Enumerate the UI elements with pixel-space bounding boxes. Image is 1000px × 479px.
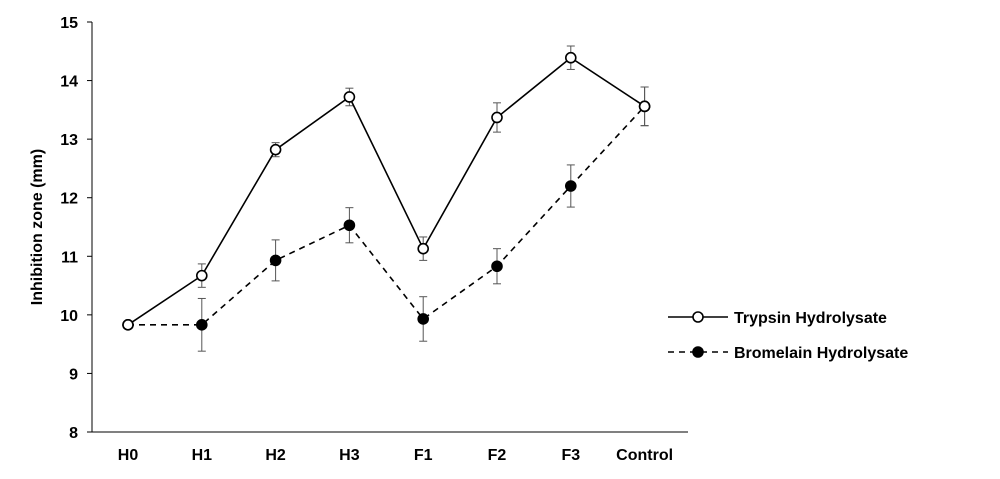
x-tick-label: F2 <box>488 447 507 464</box>
y-tick-label: 9 <box>69 366 78 383</box>
x-axis-ticks: H0 H1 H2 H3 F1 F2 F3 Control <box>118 447 673 464</box>
x-tick-label: F1 <box>414 447 433 464</box>
data-point <box>343 91 356 103</box>
chart-axes <box>91 22 688 433</box>
legend-marker <box>692 346 704 358</box>
y-tick-label: 15 <box>60 15 78 32</box>
y-tick-label: 8 <box>69 425 78 442</box>
x-tick-label: F3 <box>561 447 580 464</box>
series-line <box>127 56 646 326</box>
legend: Trypsin Hydrolysate Bromelain Hydrolysate <box>668 310 908 362</box>
data-point <box>196 269 208 282</box>
data-point <box>343 219 356 232</box>
x-tick-label: H0 <box>118 447 139 464</box>
x-tick-label: Control <box>616 447 673 464</box>
y-tick-label: 11 <box>61 249 78 266</box>
y-axis-title: Inhibition zone (mm) <box>29 149 46 305</box>
legend-item: Bromelain Hydrolysate <box>668 345 908 362</box>
y-tick-label: 14 <box>60 74 78 91</box>
data-point <box>564 51 577 64</box>
y-tick-label: 13 <box>60 132 78 149</box>
series-2 <box>122 86 651 352</box>
data-point <box>196 319 208 331</box>
x-tick-label: H3 <box>339 447 360 464</box>
series-1 <box>122 45 651 331</box>
legend-label: Bromelain Hydrolysate <box>734 345 908 362</box>
data-point <box>269 143 282 156</box>
data-point <box>491 260 503 273</box>
data-point <box>122 319 134 331</box>
x-tick-label: H2 <box>265 447 286 464</box>
y-axis-ticks: 8 9 10 11 12 13 14 15 <box>60 15 92 442</box>
y-tick-label: 12 <box>60 191 78 208</box>
data-point <box>417 313 430 325</box>
data-point <box>564 180 577 192</box>
legend-item: Trypsin Hydrolysate <box>668 310 887 327</box>
x-tick-label: H1 <box>192 447 213 464</box>
data-point <box>491 111 503 124</box>
data-point <box>638 100 651 113</box>
plot-area <box>122 45 651 352</box>
legend-label: Trypsin Hydrolysate <box>734 310 887 327</box>
data-point <box>417 242 430 255</box>
y-tick-label: 10 <box>60 308 78 325</box>
legend-marker <box>692 311 704 323</box>
data-point <box>269 254 282 267</box>
series-line <box>128 105 646 326</box>
